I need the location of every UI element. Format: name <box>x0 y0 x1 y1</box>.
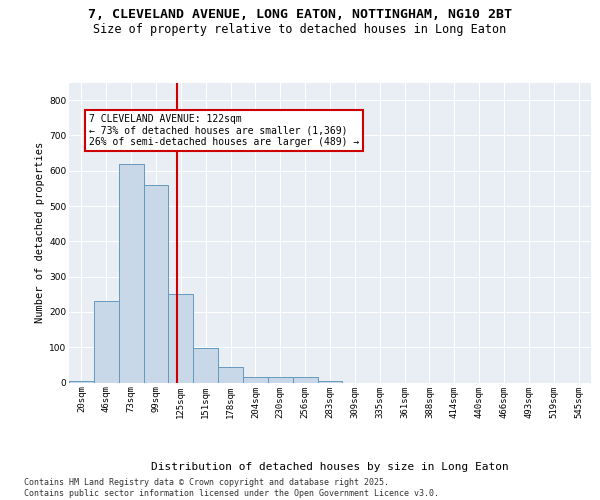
Bar <box>143 185 169 382</box>
Bar <box>94 302 119 382</box>
Bar <box>317 380 343 382</box>
X-axis label: Distribution of detached houses by size in Long Eaton: Distribution of detached houses by size … <box>151 462 509 472</box>
Text: 7, CLEVELAND AVENUE, LONG EATON, NOTTINGHAM, NG10 2BT: 7, CLEVELAND AVENUE, LONG EATON, NOTTING… <box>88 8 512 20</box>
Text: Contains HM Land Registry data © Crown copyright and database right 2025.
Contai: Contains HM Land Registry data © Crown c… <box>24 478 439 498</box>
Bar <box>268 377 293 382</box>
Text: Size of property relative to detached houses in Long Eaton: Size of property relative to detached ho… <box>94 22 506 36</box>
Bar <box>293 377 317 382</box>
Bar <box>218 366 243 382</box>
Bar <box>119 164 143 382</box>
Y-axis label: Number of detached properties: Number of detached properties <box>35 142 45 323</box>
Bar <box>193 348 218 382</box>
Text: 7 CLEVELAND AVENUE: 122sqm
← 73% of detached houses are smaller (1,369)
26% of s: 7 CLEVELAND AVENUE: 122sqm ← 73% of deta… <box>89 114 359 148</box>
Bar <box>243 377 268 382</box>
Bar <box>69 380 94 382</box>
Bar <box>169 294 193 382</box>
